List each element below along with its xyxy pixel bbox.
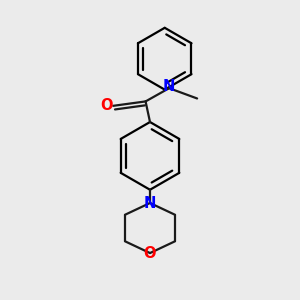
Text: N: N bbox=[163, 79, 175, 94]
Text: O: O bbox=[144, 246, 156, 261]
Text: N: N bbox=[144, 196, 156, 211]
Text: O: O bbox=[100, 98, 113, 113]
